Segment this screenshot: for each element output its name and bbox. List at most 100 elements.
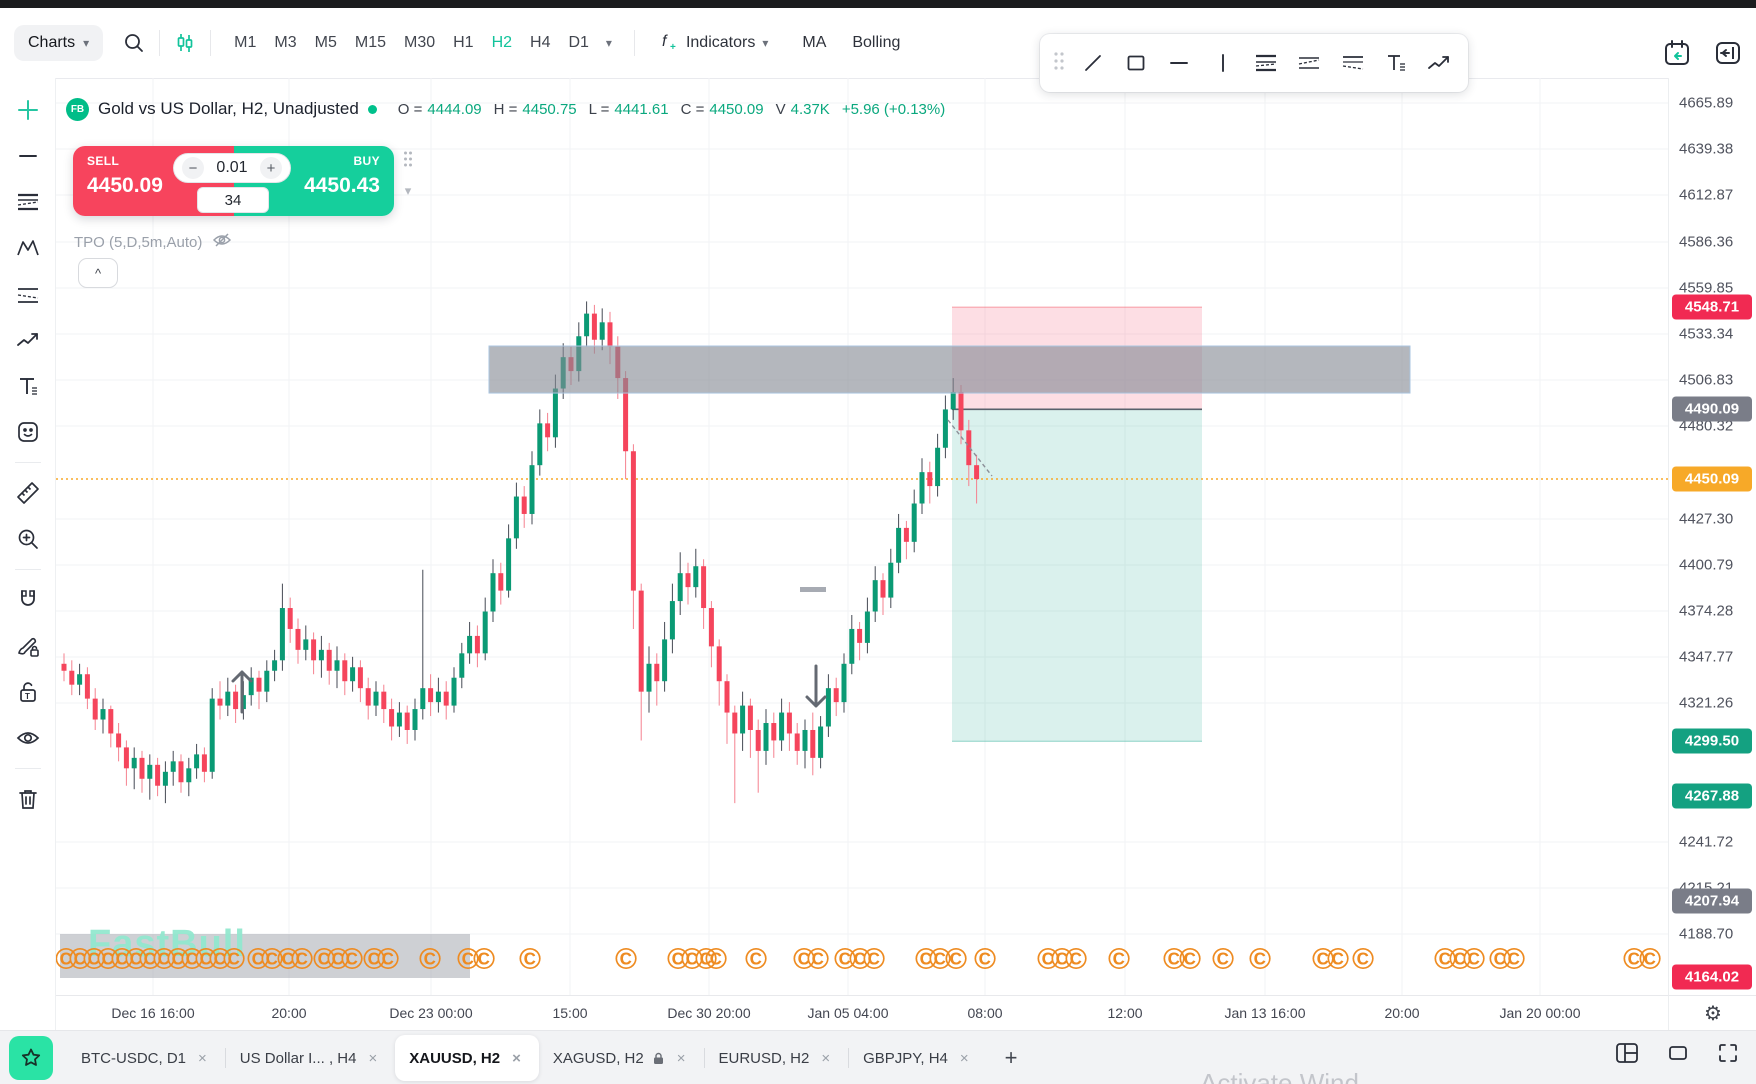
event-marker-icon[interactable]: © <box>313 943 335 976</box>
timeframe-m15[interactable]: M15 <box>354 34 386 51</box>
event-marker-icon[interactable]: © <box>1108 943 1130 976</box>
event-marker-icon[interactable]: © <box>209 943 231 976</box>
event-marker-icon[interactable]: © <box>681 943 703 976</box>
chart-style-candles-icon[interactable] <box>174 32 196 54</box>
trade-widget-expand-chevron-icon[interactable]: ▾ <box>404 183 412 198</box>
text-tool-icon[interactable] <box>1379 46 1412 80</box>
maximize-panel-icon[interactable] <box>1666 1041 1690 1070</box>
tab-xauusd-h2[interactable]: XAUUSD, H2 × <box>395 1035 539 1081</box>
event-marker-icon[interactable]: © <box>615 943 637 976</box>
event-marker-icon[interactable]: © <box>473 943 495 976</box>
parallel-channel-tool-icon[interactable] <box>1336 46 1369 80</box>
event-marker-icon[interactable]: © <box>261 943 283 976</box>
lock-drawings-brush-icon[interactable] <box>8 626 48 666</box>
vertical-line-tool-icon[interactable] <box>1206 46 1239 80</box>
gann-channel-tool-icon[interactable] <box>8 274 48 314</box>
event-marker-icon[interactable]: © <box>139 943 161 976</box>
event-marker-icon[interactable]: © <box>277 943 299 976</box>
event-marker-icon[interactable]: © <box>97 943 119 976</box>
charts-menu-button[interactable]: Charts ▾ <box>14 25 104 61</box>
indicator-hidden-eye-slash-icon[interactable] <box>212 230 232 255</box>
fib-retracement-tool-icon[interactable] <box>1249 46 1282 80</box>
drag-handle-icon[interactable] <box>1052 50 1066 77</box>
quantity-decrease-button[interactable]: − <box>182 157 204 179</box>
chart-settings-gear-icon[interactable]: ⚙ <box>1704 1003 1722 1025</box>
text-tool-icon[interactable] <box>8 366 48 406</box>
tab-close-button[interactable]: × <box>821 1049 831 1067</box>
event-marker-icon[interactable]: © <box>945 943 967 976</box>
indicators-button[interactable]: f + Indicators ▾ <box>649 25 778 62</box>
event-marker-icon[interactable]: © <box>56 943 77 976</box>
gray-rectangle-drawing[interactable] <box>488 345 1411 394</box>
event-marker-icon[interactable]: © <box>181 943 203 976</box>
event-marker-icon[interactable]: © <box>363 943 385 976</box>
timeframe-h2[interactable]: H2 <box>491 34 513 51</box>
event-marker-icon[interactable]: © <box>377 943 399 976</box>
event-marker-icon[interactable]: © <box>519 943 541 976</box>
gray-dash-marker[interactable] <box>800 587 826 592</box>
event-marker-icon[interactable]: © <box>1163 943 1185 976</box>
lock-text-tool-icon[interactable]: T <box>8 672 48 712</box>
timeframe-m30[interactable]: M30 <box>403 34 436 51</box>
measure-ruler-tool-icon[interactable] <box>8 473 48 513</box>
horizontal-line-tool-icon[interactable] <box>1163 46 1196 80</box>
event-marker-icon[interactable]: © <box>1639 943 1661 976</box>
economic-calendar-icon[interactable] <box>1662 38 1692 73</box>
timeframe-m1[interactable]: M1 <box>234 34 257 51</box>
timeframe-h4[interactable]: H4 <box>530 34 551 51</box>
event-marker-icon[interactable]: © <box>705 943 727 976</box>
ma-indicator-button[interactable]: MA <box>792 28 836 58</box>
timeframe-h1[interactable]: H1 <box>453 34 474 51</box>
layout-split-icon[interactable] <box>1614 1040 1640 1071</box>
tab-close-button[interactable]: × <box>512 1049 521 1067</box>
event-marker-icon[interactable]: © <box>167 943 189 976</box>
event-marker-icon[interactable]: © <box>195 943 217 976</box>
economic-event-markers[interactable]: ©©©©©©©©©©©©© ©©©© ©©© ©© © ©© © © ©©©© © ©© ©©© ©©©… <box>56 943 1668 976</box>
event-marker-icon[interactable]: © <box>1463 943 1485 976</box>
indicator-row[interactable]: TPO (5,D,5m,Auto) <box>74 230 232 255</box>
event-marker-icon[interactable]: © <box>745 943 767 976</box>
event-marker-icon[interactable]: © <box>1065 943 1087 976</box>
event-marker-icon[interactable]: © <box>111 943 133 976</box>
position-tool-profit-zone[interactable] <box>952 409 1202 742</box>
event-marker-icon[interactable]: © <box>1449 943 1471 976</box>
timeframe-m5[interactable]: M5 <box>314 34 337 51</box>
timeframe-d1[interactable]: D1 <box>568 34 589 51</box>
tab-close-button[interactable]: × <box>676 1049 686 1067</box>
event-marker-icon[interactable]: © <box>863 943 885 976</box>
trend-arrow-tool-icon[interactable] <box>1423 46 1456 80</box>
event-marker-icon[interactable]: © <box>83 943 105 976</box>
event-marker-icon[interactable]: © <box>667 943 689 976</box>
event-marker-icon[interactable]: © <box>1489 943 1511 976</box>
event-marker-icon[interactable]: © <box>125 943 147 976</box>
event-marker-icon[interactable]: © <box>341 943 363 976</box>
tab-eurusd-h2[interactable]: EURUSD, H2 × <box>705 1035 849 1081</box>
event-marker-icon[interactable]: © <box>974 943 996 976</box>
up-arrow-drawing[interactable] <box>231 670 253 714</box>
favorites-star-button[interactable] <box>9 1036 53 1080</box>
quantity-increase-button[interactable]: + <box>259 157 282 179</box>
tab-close-button[interactable]: × <box>959 1049 969 1067</box>
timeframe-m3[interactable]: M3 <box>274 34 297 51</box>
event-marker-icon[interactable]: © <box>1503 943 1525 976</box>
delete-trash-icon[interactable] <box>8 779 48 819</box>
chart-pane[interactable]: FastBull © © © © © © © © © © © © © © © © © © © © © © © © © © © © © © © ©… <box>56 78 1668 995</box>
magnet-snap-tool-icon[interactable] <box>8 580 48 620</box>
zoom-in-tool-icon[interactable] <box>8 519 48 559</box>
time-axis[interactable]: Dec 16 16:00 20:00 Dec 23 00:00 15:00 Dec 30… <box>56 995 1668 1031</box>
quantity-value[interactable]: 0.01 <box>216 159 248 176</box>
emoji-sticker-tool-icon[interactable] <box>8 412 48 452</box>
event-marker-icon[interactable]: © <box>793 943 815 976</box>
trade-widget-drag-handle-icon[interactable] <box>402 150 414 173</box>
event-marker-icon[interactable]: © <box>1249 943 1271 976</box>
event-marker-icon[interactable]: © <box>327 943 349 976</box>
price-scale[interactable]: 4665.89 4639.38 4612.87 4586.36 4559.85 4533.… <box>1668 78 1756 995</box>
event-marker-icon[interactable]: © <box>69 943 91 976</box>
event-marker-icon[interactable]: © <box>1312 943 1334 976</box>
event-marker-icon[interactable]: © <box>1179 943 1201 976</box>
trend-line-tool-icon[interactable] <box>8 136 48 176</box>
event-marker-icon[interactable]: © <box>1352 943 1374 976</box>
event-marker-icon[interactable]: © <box>1212 943 1234 976</box>
event-marker-icon[interactable]: © <box>1327 943 1349 976</box>
event-marker-icon[interactable]: © <box>834 943 856 976</box>
